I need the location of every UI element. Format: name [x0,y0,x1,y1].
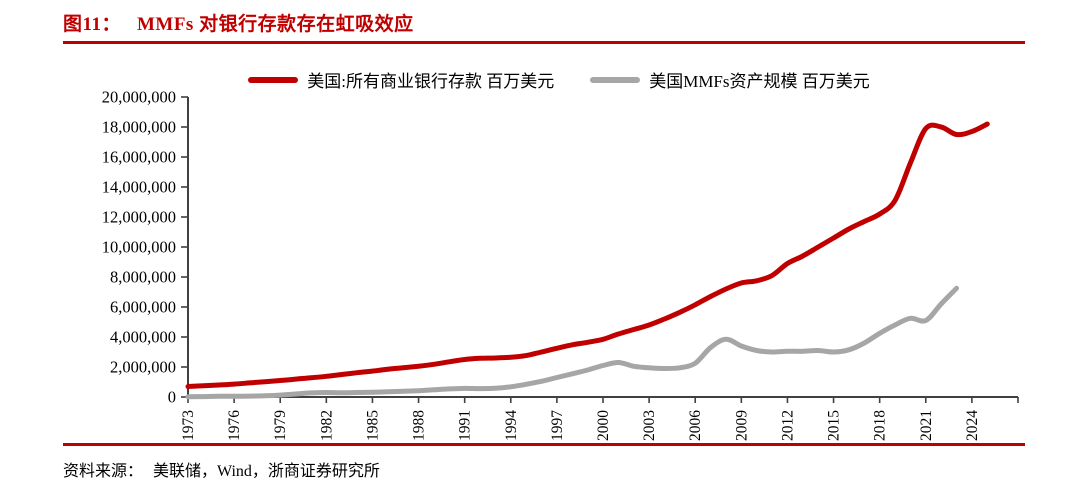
x-axis-tick-label: 2024 [964,410,981,441]
y-axis-tick-label: 12,000,000 [102,208,176,227]
y-axis-tick-label: 6,000,000 [110,298,176,317]
y-axis-tick-label: 18,000,000 [102,118,176,137]
y-axis-tick-label: 2,000,000 [110,358,176,377]
deposits-line-swatch [248,76,299,83]
x-axis-tick-label: 2006 [687,410,704,441]
bottom-rule [63,443,1025,446]
x-axis-tick-label: 1979 [272,410,289,441]
legend-item-deposits: 美国:所有商业银行存款 百万美元 [248,67,554,92]
y-axis-tick-label: 20,000,000 [102,88,176,107]
mmf-line [185,285,959,400]
x-axis-tick-label: 2015 [826,410,843,441]
top-rule [63,41,1025,44]
x-axis-tick-label: 1994 [503,410,520,441]
source-text: 美联储，Wind，浙商证券研究所 [153,463,380,480]
y-axis-tick-label: 10,000,000 [102,238,176,257]
deposits-line [185,121,990,389]
figure-title-text: MMFs 对银行存款存在虹吸效应 [136,14,414,35]
x-axis-tick-label: 2000 [595,410,612,441]
legend-label-deposits: 美国:所有商业银行存款 百万美元 [307,72,555,91]
x-axis-tick-label: 1997 [549,410,566,441]
x-axis-tick-label: 1982 [318,410,335,441]
figure-title: 图11： MMFs 对银行存款存在虹吸效应 [63,9,414,36]
x-axis-tick-label: 2018 [872,410,889,441]
source-label: 资料来源： [63,463,144,480]
legend-item-mmf: 美国MMFs资产规模 百万美元 [590,67,870,92]
x-axis-tick-label: 1991 [457,410,474,441]
x-axis-tick-label: 1988 [411,410,428,441]
legend-label-mmf: 美国MMFs资产规模 百万美元 [649,72,870,91]
x-axis-tick-label: 1973 [180,410,197,441]
axis-lines [187,97,1018,398]
x-axis-tick-label: 1976 [226,410,243,441]
x-axis-tick-label: 1985 [364,410,381,441]
x-axis-tick-label: 2021 [918,410,935,441]
x-axis-tick-label: 2003 [641,410,658,441]
y-axis-tick-label: 8,000,000 [110,268,176,287]
mmf-line-swatch [590,76,641,83]
y-axis-tick-label: 0 [168,388,176,407]
y-axis-tick-label: 16,000,000 [102,148,176,167]
source-note: 资料来源： 美联储，Wind，浙商证券研究所 [63,457,380,481]
y-axis-tick-label: 4,000,000 [110,328,176,347]
x-axis-tick-label: 2012 [779,410,796,441]
figure-number: 图11： [63,14,121,35]
y-axis-tick-label: 14,000,000 [102,178,176,197]
chart-legend: 美国:所有商业银行存款 百万美元 美国MMFs资产规模 百万美元 [0,67,1080,92]
x-axis-tick-label: 2009 [733,410,750,441]
